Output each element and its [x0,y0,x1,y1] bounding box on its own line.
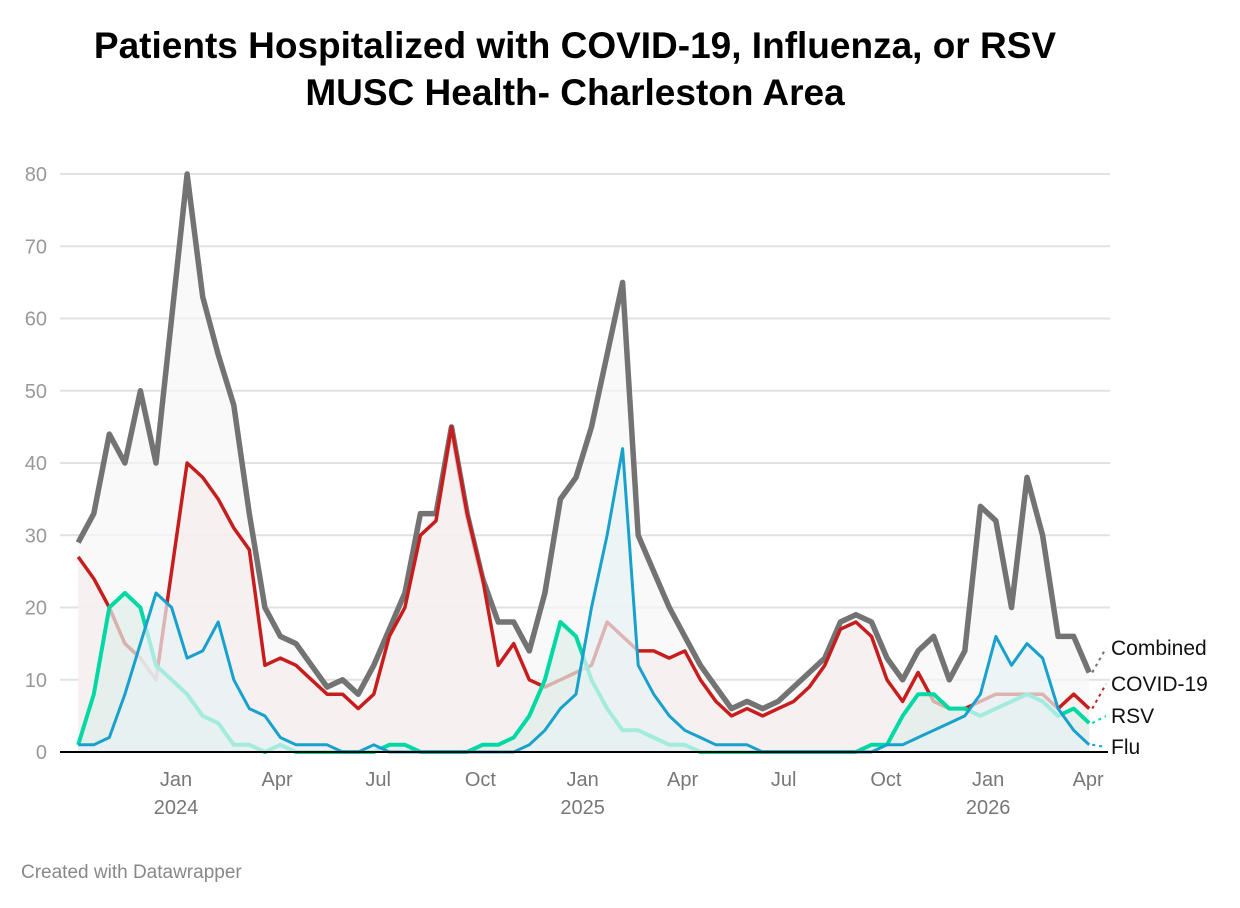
subtitle-line: MUSC Health- Charleston Area [305,72,845,113]
y-tick-label: 0 [36,742,47,764]
y-tick-label: 30 [25,525,47,547]
x-tick-label: Jan [160,769,192,791]
x-tick-year: 2024 [154,797,199,819]
series-label-covid-19: COVID-19 [1111,673,1208,696]
title-line: Patients Hospitalized with COVID-19, Inf… [93,25,1057,66]
y-tick-label: 10 [25,670,47,692]
y-tick-label: 20 [25,598,47,620]
leader-flu [1092,743,1107,748]
area-covid-19 [78,426,1090,752]
x-tick-label: Jul [771,769,797,791]
line-combined [75,171,1092,712]
y-tick-label: 50 [25,381,47,403]
x-tick-label: Jul [365,769,391,791]
y-tick-label: 60 [25,309,47,331]
x-tick-year: 2026 [966,797,1011,819]
series-label-flu: Flu [1111,736,1140,759]
footer-credit: Created with Datawrapper [21,862,242,883]
x-tick-year: 2025 [560,797,605,819]
series-label-combined: Combined [1111,637,1207,660]
x-tick-label: Oct [465,769,497,791]
x-tick-label: Apr [667,769,698,791]
x-tick-label: Apr [1073,769,1104,791]
area-combined [78,174,1090,752]
x-tick-label: Oct [870,769,902,791]
chart-title: Patients Hospitalized with COVID-19, Inf… [0,22,1150,116]
series-label-rsv: RSV [1111,705,1154,728]
area-flu [78,448,1090,752]
y-tick-label: 40 [25,453,47,475]
leader-covid-19 [1091,683,1107,710]
leader-combined [1091,647,1107,674]
x-tick-label: Jan [567,769,599,791]
leader-rsv [1091,715,1107,724]
line-flu [78,447,1091,754]
y-tick-label: 80 [25,164,47,186]
y-tick-label: 70 [25,236,47,258]
x-tick-label: Jan [972,769,1004,791]
x-tick-label: Apr [262,769,293,791]
